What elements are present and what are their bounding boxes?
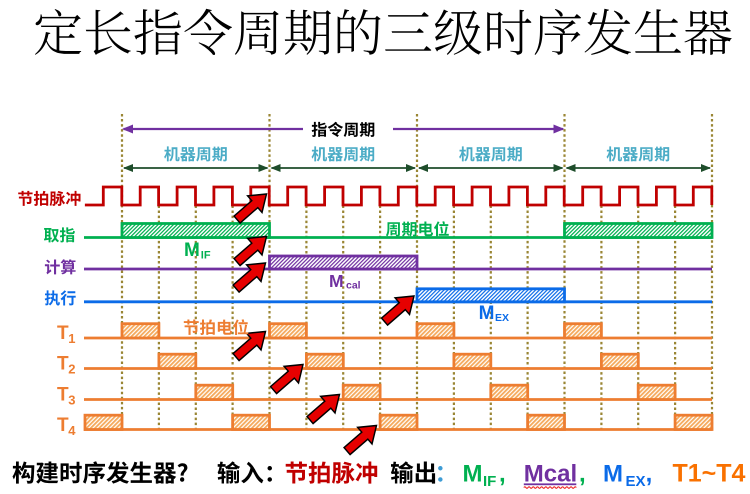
svg-text:IF: IF — [483, 473, 496, 490]
svg-text:M: M — [603, 461, 623, 488]
svg-text:M: M — [463, 461, 483, 488]
svg-text:T: T — [57, 385, 69, 406]
svg-text:T: T — [57, 415, 69, 436]
svg-text:1: 1 — [68, 331, 75, 346]
svg-text:,: , — [646, 461, 653, 488]
svg-text:Mcal: Mcal — [524, 461, 577, 488]
svg-text:M: M — [329, 271, 344, 291]
svg-text:M: M — [184, 240, 200, 261]
svg-text:4: 4 — [68, 423, 76, 438]
svg-text:2: 2 — [68, 362, 75, 377]
svg-text:EX: EX — [626, 473, 646, 490]
svg-text:T: T — [57, 323, 69, 344]
svg-text:IF: IF — [201, 249, 211, 261]
svg-text:cal: cal — [346, 280, 361, 292]
svg-text:EX: EX — [495, 312, 509, 324]
svg-text:3: 3 — [68, 393, 75, 408]
svg-text:T: T — [57, 354, 69, 375]
svg-text:M: M — [479, 303, 495, 324]
svg-text:,: , — [499, 461, 506, 488]
svg-text:,: , — [579, 461, 586, 488]
svg-text:T1~T4: T1~T4 — [673, 460, 746, 488]
